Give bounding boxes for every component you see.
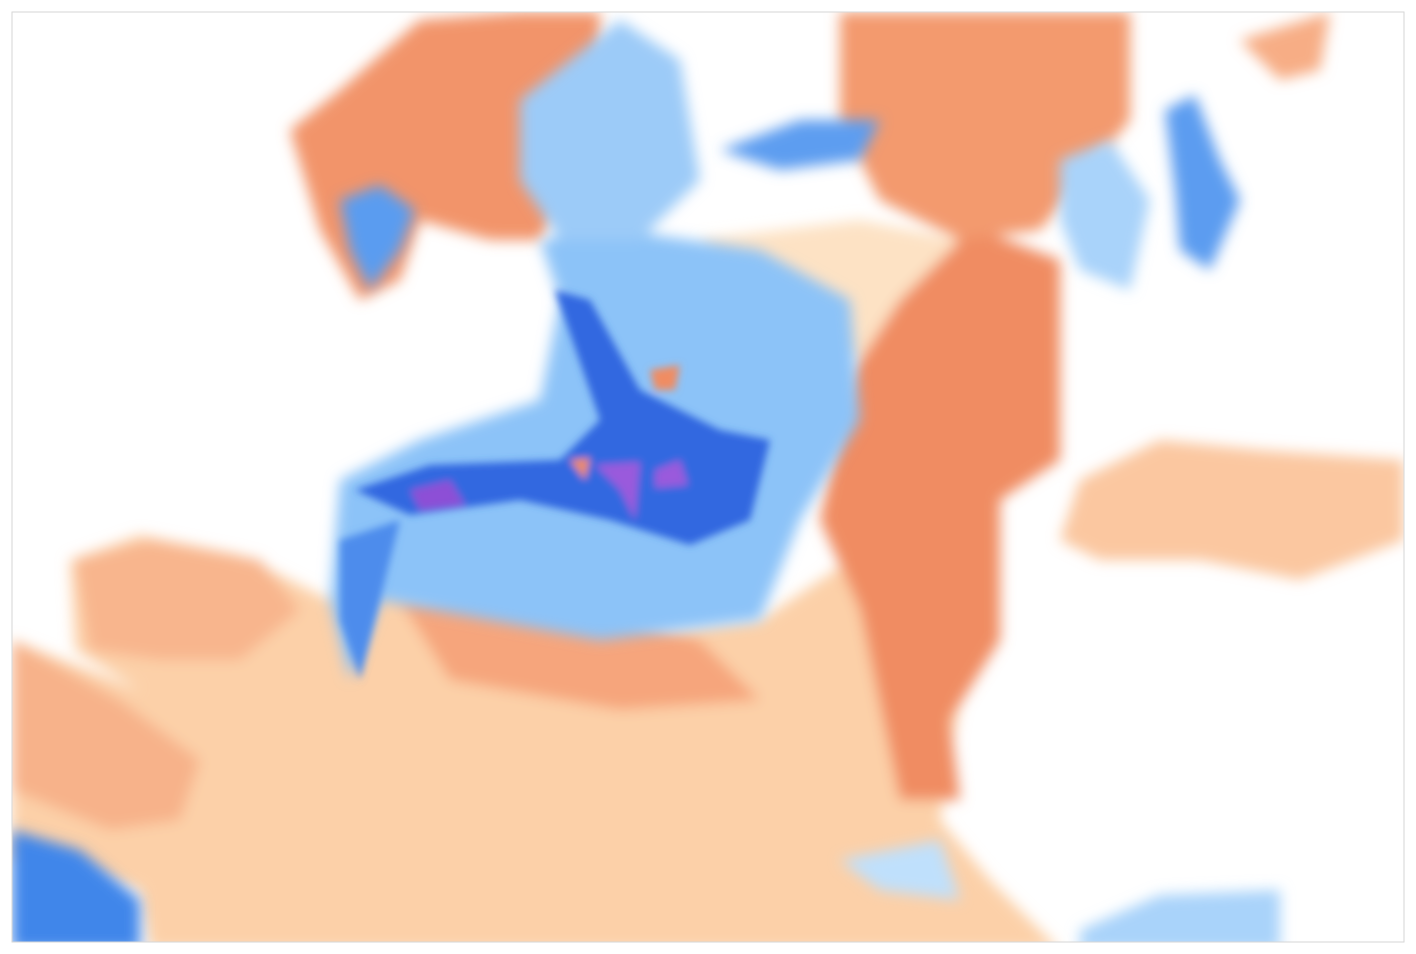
southeast-cool: [1080, 890, 1280, 942]
north-warm: [840, 12, 1130, 240]
map-frame: [11, 11, 1405, 943]
east-atlantic-warm: [820, 230, 1060, 800]
gulf-stream-cool: [340, 520, 400, 680]
baltic-cool: [1165, 95, 1240, 270]
mediterranean-warm: [1060, 440, 1404, 580]
warm-eddy-1: [570, 458, 590, 480]
purple-core-2: [595, 462, 640, 520]
equatorial-cool: [840, 840, 960, 900]
purple-core-1: [410, 480, 465, 510]
labrador-sea-cool: [520, 20, 700, 240]
greenland-coast-cool: [720, 120, 880, 170]
warm-eddy-2: [650, 365, 680, 390]
purple-core-3: [655, 460, 688, 488]
barents-warm: [1240, 12, 1330, 80]
gulf-warm: [75, 540, 300, 660]
caribbean-warm: [12, 640, 200, 830]
map-layer: [12, 12, 1404, 942]
norway-coast-cool: [1060, 140, 1150, 290]
hudson-cool: [340, 185, 415, 290]
southwest-cool: [12, 830, 140, 942]
strong-cool-anomaly: [340, 290, 770, 680]
